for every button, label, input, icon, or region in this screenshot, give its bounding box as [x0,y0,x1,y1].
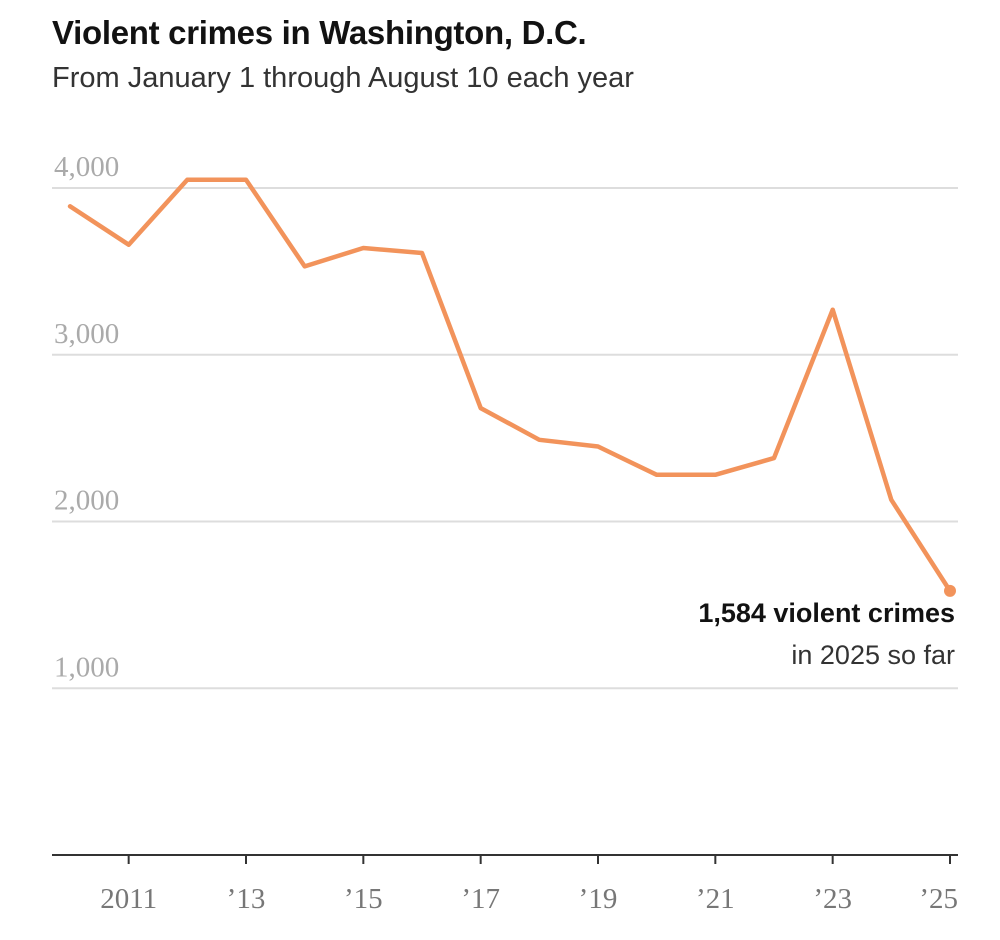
x-axis: 2011 ’13 ’15 ’17 ’19 ’21 ’23 ’25 [52,854,958,915]
end-annotation: 1,584 violent crimes in 2025 so far [698,598,955,670]
x-tick-label-2019: ’19 [579,883,618,915]
x-tick-label-2021: ’21 [696,883,735,915]
x-tick-label-2025: ’25 [919,883,958,915]
chart-subtitle: From January 1 through August 10 each ye… [52,62,634,94]
annotation-line-2: in 2025 so far [791,640,955,670]
gridlines [52,187,958,690]
x-tick-label-2015: ’15 [344,883,383,915]
x-tick-label-2017: ’17 [461,883,500,915]
series-line-group [67,177,956,597]
x-tick-label-2023: ’23 [813,883,852,915]
y-tick-label-2000: 2,000 [54,485,119,517]
series-line [67,177,953,594]
y-tick-label-4000: 4,000 [54,151,119,183]
x-tick-label-2013: ’13 [227,883,266,915]
y-tick-label-3000: 3,000 [54,318,119,350]
chart-title: Violent crimes in Washington, D.C. [52,14,587,51]
x-tick-label-2011: 2011 [100,883,157,915]
annotation-line-1: 1,584 violent crimes [698,598,955,628]
y-tick-label-1000: 1,000 [54,651,119,683]
data-point-2025 [944,584,956,597]
y-axis-ticks: 1,000 2,000 3,000 4,000 [54,151,119,683]
